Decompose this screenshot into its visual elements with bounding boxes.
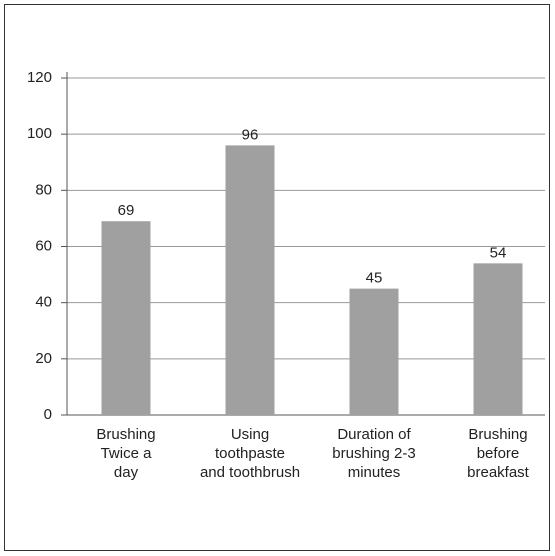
x-tick-label: Duration of brushing 2-3 minutes <box>332 426 416 481</box>
value-label: 54 <box>490 244 507 261</box>
y-tick-label: 80 <box>35 181 52 198</box>
bar <box>349 288 399 415</box>
value-label: 69 <box>118 202 135 219</box>
x-tick-label: Brushing Twice a day <box>96 426 156 481</box>
y-tick-label: 60 <box>35 237 52 254</box>
y-tick-label: 0 <box>44 406 52 423</box>
bar <box>101 221 151 415</box>
x-tick-label: Brushing before breakfast <box>467 426 529 481</box>
value-label: 45 <box>366 270 383 287</box>
x-tick-label: Using toothpaste and toothbrush <box>199 426 301 481</box>
value-label: 96 <box>242 126 259 143</box>
y-tick-label: 20 <box>35 350 52 367</box>
y-tick-label: 120 <box>27 69 52 86</box>
y-tick-label: 40 <box>35 294 52 311</box>
y-tick-label: 100 <box>27 125 52 142</box>
bar <box>473 263 523 415</box>
frame <box>4 4 550 551</box>
bar <box>225 145 275 415</box>
